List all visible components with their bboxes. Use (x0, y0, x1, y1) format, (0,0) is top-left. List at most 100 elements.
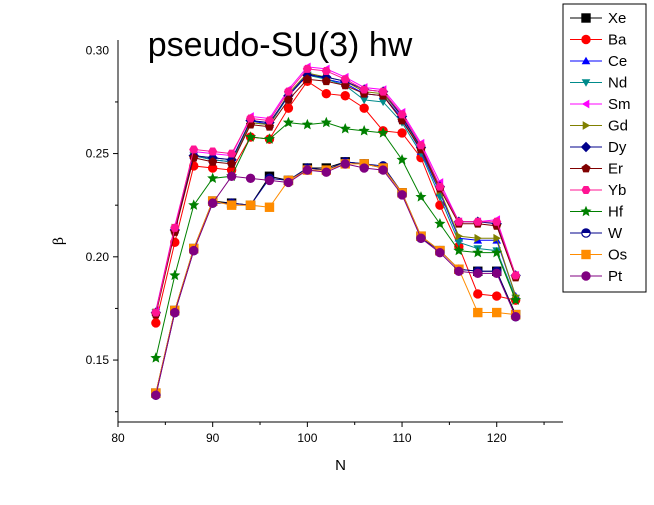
data-point (151, 308, 161, 317)
series-Ba (151, 76, 521, 328)
legend-marker (581, 34, 591, 45)
legend-label: Dy (608, 139, 627, 156)
legend-label: Gd (608, 118, 628, 135)
series-Dy (150, 69, 521, 318)
data-point (245, 200, 256, 210)
x-tick-label: 80 (111, 431, 125, 445)
legend: Xe Ba Ce Nd Sm Gd Dy Er Yb Hf W Os Pt (562, 3, 647, 293)
data-point (207, 172, 219, 184)
data-point (397, 110, 407, 119)
data-point (283, 95, 293, 104)
data-point (320, 116, 332, 128)
data-point (227, 149, 237, 158)
legend-item-Os: Os (570, 247, 627, 264)
data-point (189, 245, 199, 256)
series-Ce (151, 68, 520, 316)
legend-label: Ce (608, 53, 627, 70)
data-point (264, 175, 275, 186)
data-point (321, 76, 331, 86)
legend-label: Yb (608, 182, 626, 199)
chart-title: pseudo-SU(3) hw (148, 26, 413, 64)
data-point (378, 87, 388, 96)
data-point (396, 153, 408, 165)
data-point (151, 318, 161, 328)
y-tick-label: 0.30 (86, 43, 110, 57)
data-point (151, 390, 161, 400)
x-tick-label: 110 (392, 431, 411, 445)
legend-marker (581, 271, 591, 281)
data-point (455, 231, 464, 241)
legend-item-Yb: Yb (570, 182, 626, 199)
series-Hf (150, 116, 522, 363)
series-Nd (151, 71, 520, 317)
legend-marker (581, 99, 590, 109)
data-point (208, 157, 218, 166)
data-point (189, 145, 199, 154)
data-point (491, 246, 503, 258)
data-point (378, 98, 388, 107)
data-point (492, 217, 502, 226)
data-point (321, 88, 331, 99)
legend-marker (581, 56, 591, 65)
y-tick-label: 0.15 (86, 353, 110, 367)
data-point (264, 202, 275, 212)
data-point (453, 244, 465, 256)
series-Pt (151, 159, 521, 400)
data-point (397, 128, 407, 138)
data-point (245, 114, 256, 123)
legend-item-Dy: Dy (570, 139, 627, 156)
data-point (227, 159, 237, 168)
legend-label: Os (608, 247, 627, 264)
data-point (435, 247, 445, 258)
legend-item-Ce: Ce (570, 53, 627, 70)
x-tick-label: 90 (206, 431, 220, 445)
data-point (340, 75, 350, 84)
data-point (302, 64, 312, 73)
series-Os (151, 159, 521, 398)
legend-marker (581, 163, 591, 173)
data-point (321, 66, 331, 75)
data-point (283, 87, 294, 96)
data-point (283, 103, 294, 113)
data-point (226, 171, 237, 181)
data-point (473, 217, 483, 226)
data-point (340, 91, 350, 101)
legend-marker (581, 13, 591, 23)
marker-fill (581, 228, 591, 233)
legend-label: Sm (608, 96, 631, 113)
legend-item-Sm: Sm (570, 96, 631, 113)
series-Xe (151, 157, 521, 398)
legend-marker (581, 79, 591, 87)
data-point (377, 127, 389, 138)
x-tick-label: 120 (487, 431, 507, 445)
data-point (302, 74, 312, 84)
x-tick-label: 100 (297, 431, 317, 445)
data-point (397, 190, 407, 200)
data-point (359, 96, 369, 105)
data-point (510, 311, 521, 322)
legend-marker (580, 205, 592, 217)
data-point (359, 85, 369, 94)
legend-label: Pt (608, 268, 623, 285)
data-point (435, 182, 445, 191)
legend-marker (581, 228, 591, 238)
data-point (492, 268, 502, 279)
data-point (170, 223, 180, 232)
data-point (245, 131, 257, 142)
data-point (454, 239, 464, 247)
data-point (492, 291, 502, 301)
data-point (472, 246, 484, 258)
data-point (188, 199, 200, 210)
y-tick-label: 0.25 (86, 147, 110, 161)
axes: 80 90 100 110 120 0.15 0.20 0.25 0.30 (86, 40, 563, 445)
data-point (454, 266, 464, 276)
data-point (283, 177, 294, 188)
data-point (416, 141, 426, 150)
legend-label: W (608, 225, 623, 242)
data-point (434, 217, 446, 229)
data-point (473, 289, 483, 299)
data-point (358, 125, 370, 136)
data-point (359, 103, 369, 113)
data-point (473, 268, 483, 279)
legend-item-Pt: Pt (570, 268, 623, 285)
